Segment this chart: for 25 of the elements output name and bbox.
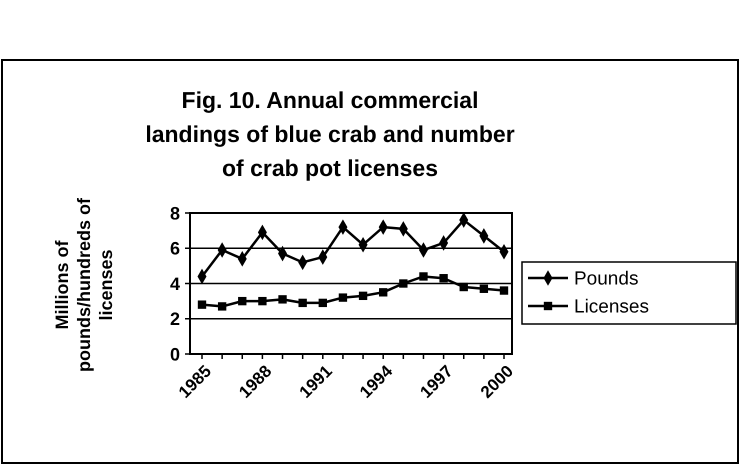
point	[399, 279, 408, 288]
y-tick-label: 6	[170, 238, 180, 259]
y-tick-label: 4	[170, 274, 180, 294]
point	[439, 274, 448, 282]
point	[460, 282, 468, 292]
point	[258, 296, 267, 306]
y-tick-label: 2	[170, 309, 180, 330]
point	[218, 302, 226, 311]
point	[198, 300, 206, 309]
point	[298, 298, 307, 308]
point	[278, 295, 287, 304]
y-axis-title: Millions of pounds/hundreds of licenses	[52, 197, 116, 372]
point	[358, 292, 368, 300]
y-tick-label: 8	[170, 203, 180, 224]
point	[419, 272, 428, 281]
point	[238, 296, 246, 306]
y-tick-label: 0	[170, 344, 180, 364]
chart-title: Fig. 10. Annual commercial landings of blue crab and number of crab pot licenses	[145, 87, 515, 181]
point	[338, 293, 348, 302]
legend-label: Licenses	[574, 296, 649, 318]
point	[379, 288, 388, 296]
point	[500, 286, 508, 295]
point	[480, 284, 488, 293]
legend-label: Pounds	[574, 268, 638, 290]
point	[318, 298, 327, 308]
